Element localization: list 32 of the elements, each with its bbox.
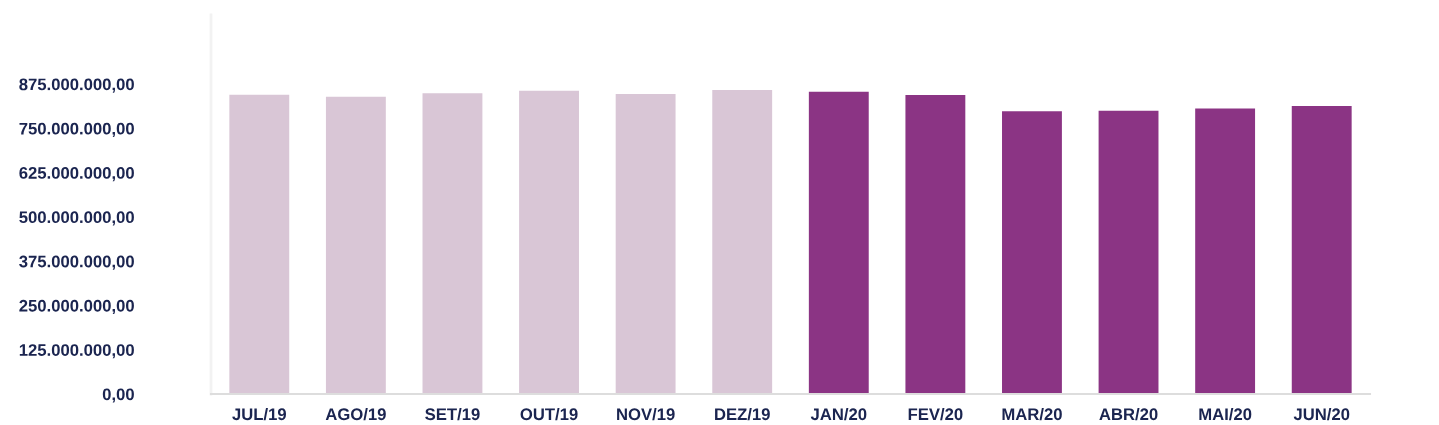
- x-tick-label: FEV/20: [908, 407, 963, 421]
- bar: [422, 93, 483, 394]
- y-tick-label: 875.000.000,00: [19, 78, 134, 93]
- y-tick-label: 0,00: [102, 388, 134, 403]
- y-tick-label: 375.000.000,00: [19, 255, 134, 270]
- x-tick-label: DEZ/19: [715, 407, 770, 421]
- y-tick-label: 250.000.000,00: [19, 299, 134, 315]
- x-tick-label: SET/19: [425, 407, 480, 421]
- y-tick-label: 750.000.000,00: [19, 122, 134, 137]
- bar: [519, 90, 579, 394]
- y-tick-label: 625.000.000,00: [19, 167, 134, 182]
- x-tick-label: JUL/19: [232, 407, 286, 421]
- bar: [615, 93, 676, 394]
- x-tick-label: OUT/19: [520, 407, 578, 421]
- bar: [325, 96, 386, 394]
- bar: [1291, 106, 1352, 394]
- x-tick-label: MAR/20: [1002, 407, 1062, 421]
- bar: [712, 90, 773, 394]
- x-tick-label: JAN/20: [810, 407, 867, 421]
- bar: [905, 95, 966, 394]
- x-tick-label: NOV/19: [617, 407, 675, 421]
- x-tick-label: AGO/19: [325, 407, 386, 421]
- bar: [1195, 108, 1256, 394]
- bar: [1098, 110, 1159, 394]
- bar: [1002, 111, 1062, 394]
- bar: [808, 91, 869, 394]
- bar: [229, 94, 290, 394]
- y-tick-label: 500.000.000,00: [19, 211, 134, 226]
- y-tick-label: 125.000.000,00: [19, 344, 134, 359]
- x-tick-label: JUN/20: [1293, 407, 1350, 421]
- x-tick-label: MAI/20: [1199, 407, 1252, 421]
- x-tick-label: ABR/20: [1099, 407, 1158, 421]
